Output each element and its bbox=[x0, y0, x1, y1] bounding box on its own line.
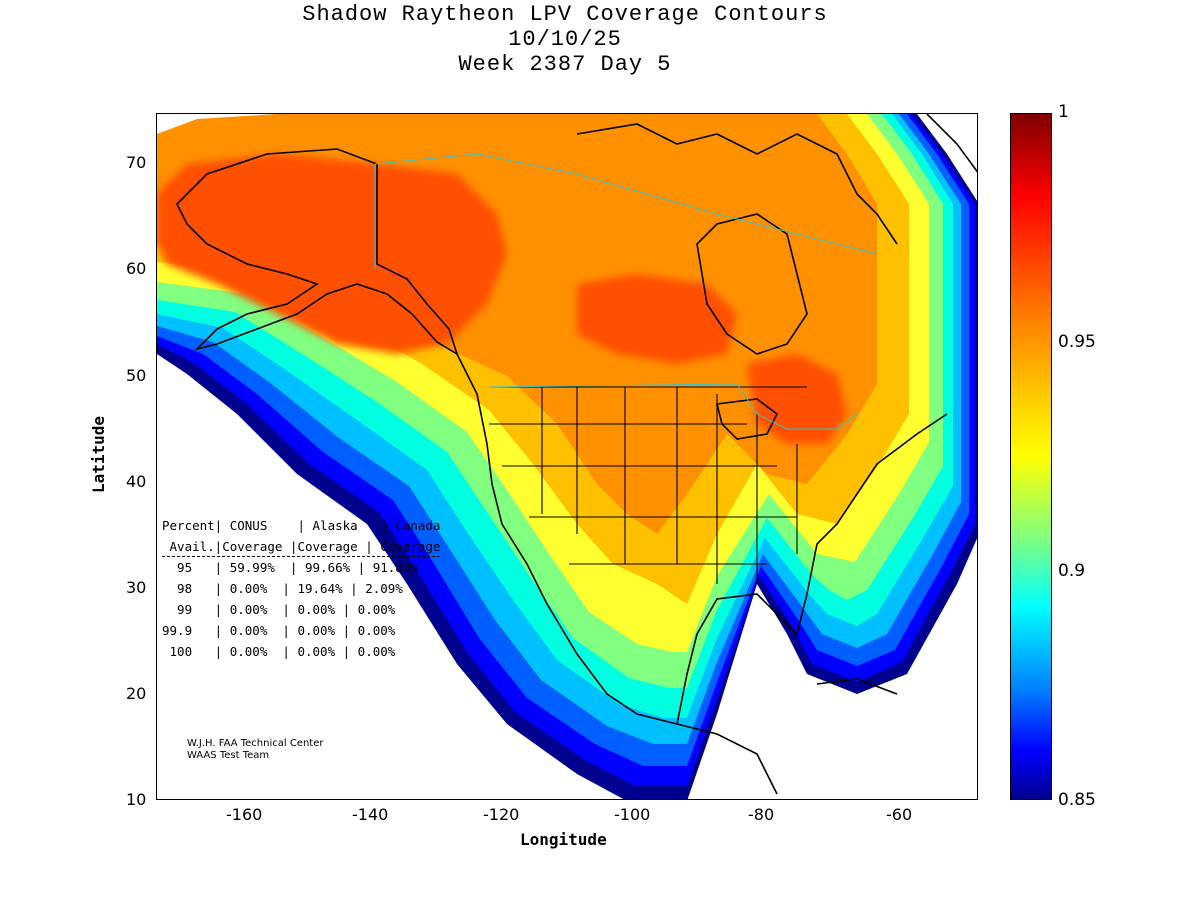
y-tick-label: 40 bbox=[126, 472, 147, 491]
canada-arctic-border bbox=[374, 153, 878, 255]
colorbar-tick: 0.9 bbox=[1058, 561, 1086, 581]
y-tick-label: 30 bbox=[126, 578, 147, 597]
stats-header-1: Percent| CONUS | Alaska | Canada bbox=[162, 518, 441, 533]
contour-098-canada bbox=[577, 274, 737, 364]
coastlines bbox=[176, 114, 977, 795]
x-tick-label: -80 bbox=[748, 805, 775, 824]
colorbar-tick: 0.95 bbox=[1058, 332, 1096, 352]
hudson-bay bbox=[696, 213, 808, 355]
stats-row: 95 | 59.99% | 99.66% | 91.83% bbox=[162, 560, 418, 575]
chart-date: 10/10/25 bbox=[508, 27, 622, 52]
y-tick-label: 60 bbox=[126, 259, 147, 278]
y-tick-label: 50 bbox=[126, 366, 147, 385]
y-tick-label: 20 bbox=[126, 684, 147, 703]
coverage-map bbox=[156, 113, 978, 800]
credit-line-2: WAAS Test Team bbox=[187, 750, 270, 761]
chart-title: Shadow Raytheon LPV Coverage Contours bbox=[302, 2, 828, 27]
cuba bbox=[816, 678, 898, 695]
country-borders bbox=[374, 153, 878, 430]
chart-week: Week 2387 Day 5 bbox=[458, 52, 672, 77]
x-tick-label: -120 bbox=[483, 805, 520, 824]
alaska-coast bbox=[176, 148, 459, 356]
colorbar bbox=[1010, 113, 1052, 800]
canada-us-border bbox=[488, 383, 858, 430]
coverage-contour-plot bbox=[157, 114, 977, 799]
y-axis-label: Latitude bbox=[89, 415, 109, 494]
y-tick-label: 70 bbox=[126, 153, 147, 172]
stats-row: 99.9 | 0.00% | 0.00% | 0.00% bbox=[162, 623, 396, 638]
coverage-contours bbox=[157, 114, 977, 799]
colorbar-tick: 0.85 bbox=[1058, 790, 1096, 810]
colorbar-tick: 1 bbox=[1058, 102, 1069, 122]
credit-line-1: W.J.H. FAA Technical Center bbox=[187, 738, 324, 749]
x-axis-label: Longitude bbox=[520, 830, 607, 849]
x-tick-label: -140 bbox=[352, 805, 389, 824]
state-boundaries bbox=[489, 386, 807, 584]
gulf-coast bbox=[676, 413, 948, 725]
stats-row: 99 | 0.00% | 0.00% | 0.00% bbox=[162, 602, 396, 617]
x-tick-label: -100 bbox=[614, 805, 651, 824]
arctic-islands bbox=[576, 123, 898, 245]
pacific-coast bbox=[456, 353, 778, 795]
contour-098-alaska bbox=[157, 154, 507, 354]
stats-row: 100 | 0.00% | 0.00% | 0.00% bbox=[162, 644, 396, 659]
x-tick-label: -160 bbox=[226, 805, 263, 824]
greenland-coast bbox=[926, 114, 977, 173]
y-tick-label: 10 bbox=[126, 790, 147, 809]
x-tick-label: -60 bbox=[886, 805, 913, 824]
stats-header-2: Avail.|Coverage |Coverage | Coverage bbox=[162, 539, 441, 557]
stats-row: 98 | 0.00% | 19.64% | 2.09% bbox=[162, 581, 403, 596]
